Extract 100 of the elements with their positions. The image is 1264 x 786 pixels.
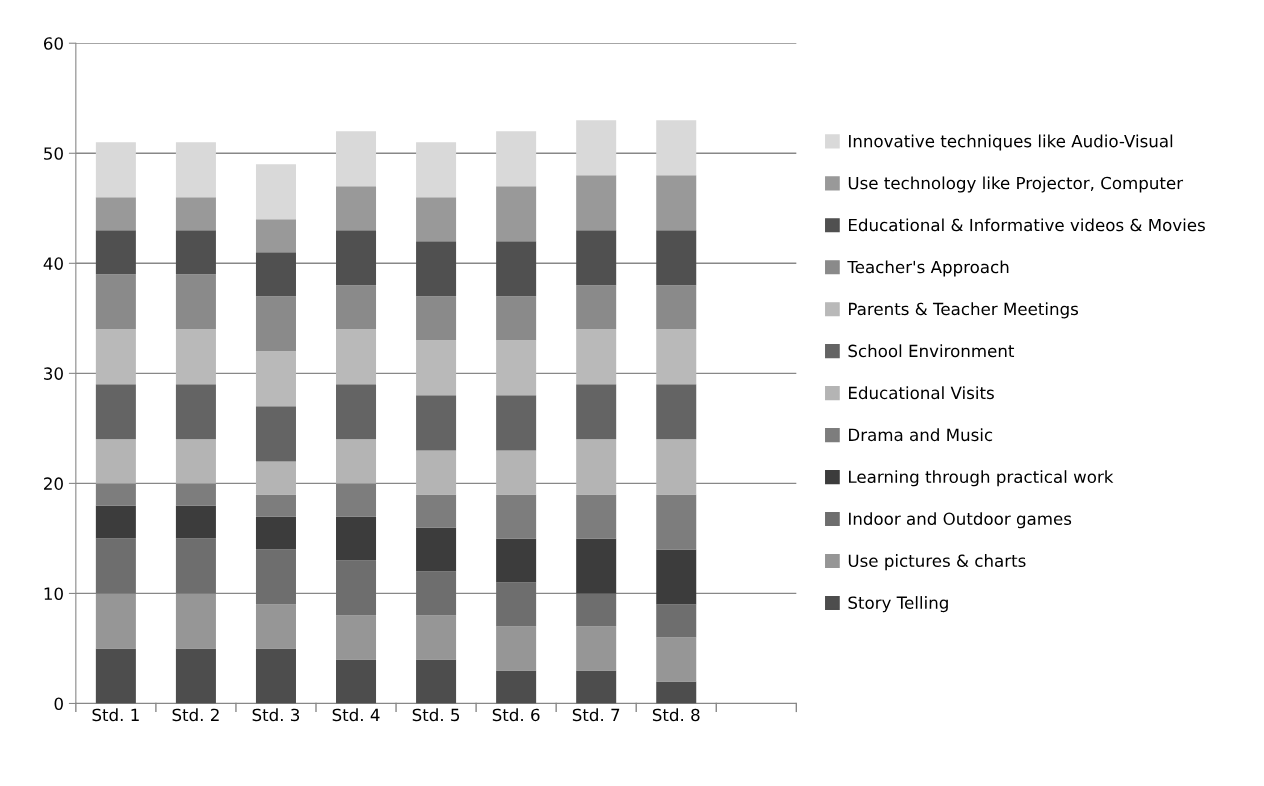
bar xyxy=(255,461,296,495)
y-tick-label: 10 xyxy=(44,587,63,600)
bar xyxy=(336,230,377,286)
y-tick-label: 0 xyxy=(54,697,63,711)
bar xyxy=(95,230,136,275)
legend-label: Educational Visits xyxy=(849,386,994,400)
x-tick-label: Std. 5 xyxy=(412,708,460,722)
bar xyxy=(255,604,296,649)
bar xyxy=(175,197,216,231)
bar xyxy=(95,538,136,594)
bar xyxy=(416,494,457,528)
bar xyxy=(336,659,377,704)
bar xyxy=(255,296,296,352)
legend-label: School Environment xyxy=(848,344,1015,358)
bar xyxy=(336,516,377,561)
bar xyxy=(95,329,136,385)
bar xyxy=(576,329,617,385)
bar xyxy=(576,285,617,330)
bar xyxy=(416,527,457,572)
y-tick-label: 20 xyxy=(44,477,63,490)
legend-label: Story Telling xyxy=(848,596,948,613)
bar xyxy=(576,494,617,539)
bar xyxy=(255,494,296,517)
bar xyxy=(576,670,617,704)
bar xyxy=(336,285,377,330)
bar xyxy=(416,659,457,704)
bar xyxy=(416,296,457,341)
bar xyxy=(416,615,457,660)
y-tick-label: 50 xyxy=(44,147,63,160)
bar xyxy=(336,131,377,187)
legend-label: Innovative techniques like Audio-Visual xyxy=(849,134,1173,151)
bar xyxy=(496,582,537,627)
bar xyxy=(656,549,697,605)
bar xyxy=(416,571,457,616)
bar xyxy=(656,230,697,286)
bar xyxy=(175,142,216,198)
bar xyxy=(656,681,697,704)
bar xyxy=(95,439,136,484)
bar xyxy=(416,395,457,451)
bar xyxy=(576,175,617,231)
bar xyxy=(95,505,136,539)
bar xyxy=(255,252,296,297)
bar xyxy=(255,648,296,704)
legend-label: Learning through practical work xyxy=(849,470,1114,487)
bar xyxy=(576,626,617,671)
bar xyxy=(175,505,216,539)
bar xyxy=(336,439,377,484)
bar xyxy=(656,120,697,176)
x-tick-label: Std. 6 xyxy=(492,708,540,722)
x-tick-label: Std. 7 xyxy=(572,708,620,722)
bar xyxy=(95,648,136,704)
bar xyxy=(255,219,296,253)
bar xyxy=(496,450,537,495)
legend-label: Use technology like Projector, Computer xyxy=(848,176,1184,193)
legend-label: Drama and Music xyxy=(849,428,993,442)
bar xyxy=(95,142,136,198)
bar xyxy=(576,120,617,176)
bar xyxy=(576,439,617,495)
bar xyxy=(175,274,216,330)
legend-label: Indoor and Outdoor games xyxy=(849,512,1072,529)
y-tick-label: 30 xyxy=(44,367,63,380)
bar xyxy=(496,494,537,539)
bar xyxy=(95,274,136,330)
bar xyxy=(496,241,537,297)
bar xyxy=(416,142,457,198)
bar xyxy=(95,197,136,231)
bar xyxy=(496,538,537,583)
bar xyxy=(656,329,697,385)
bar xyxy=(336,186,377,231)
bar xyxy=(496,340,537,396)
bar xyxy=(255,406,296,462)
bar xyxy=(175,538,216,594)
bar xyxy=(576,538,617,594)
bar xyxy=(416,197,457,242)
y-tick-label: 60 xyxy=(43,37,63,50)
bar xyxy=(496,395,537,451)
legend-label: Teacher's Approach xyxy=(847,260,1009,277)
x-tick-label: Std. 8 xyxy=(652,708,700,722)
legend-label: Parents & Teacher Meetings xyxy=(849,302,1079,319)
bar xyxy=(175,230,216,275)
x-tick-label: Std. 3 xyxy=(252,708,300,722)
bar xyxy=(576,384,617,440)
bar xyxy=(416,340,457,396)
bar xyxy=(175,329,216,385)
bar xyxy=(656,285,697,330)
bar xyxy=(656,175,697,231)
bar xyxy=(255,164,296,220)
bar xyxy=(336,384,377,440)
x-tick-label: Std. 2 xyxy=(172,708,219,722)
bar xyxy=(336,615,377,660)
bar xyxy=(656,384,697,440)
bar xyxy=(496,186,537,242)
x-tick-label: Std. 4 xyxy=(332,708,380,722)
bar xyxy=(175,648,216,704)
bar xyxy=(95,384,136,440)
bar xyxy=(416,450,457,495)
y-tick-label: 40 xyxy=(43,257,63,270)
legend-label: Educational & Informative videos & Movies xyxy=(849,218,1205,232)
bar xyxy=(416,241,457,297)
bar xyxy=(576,593,617,627)
